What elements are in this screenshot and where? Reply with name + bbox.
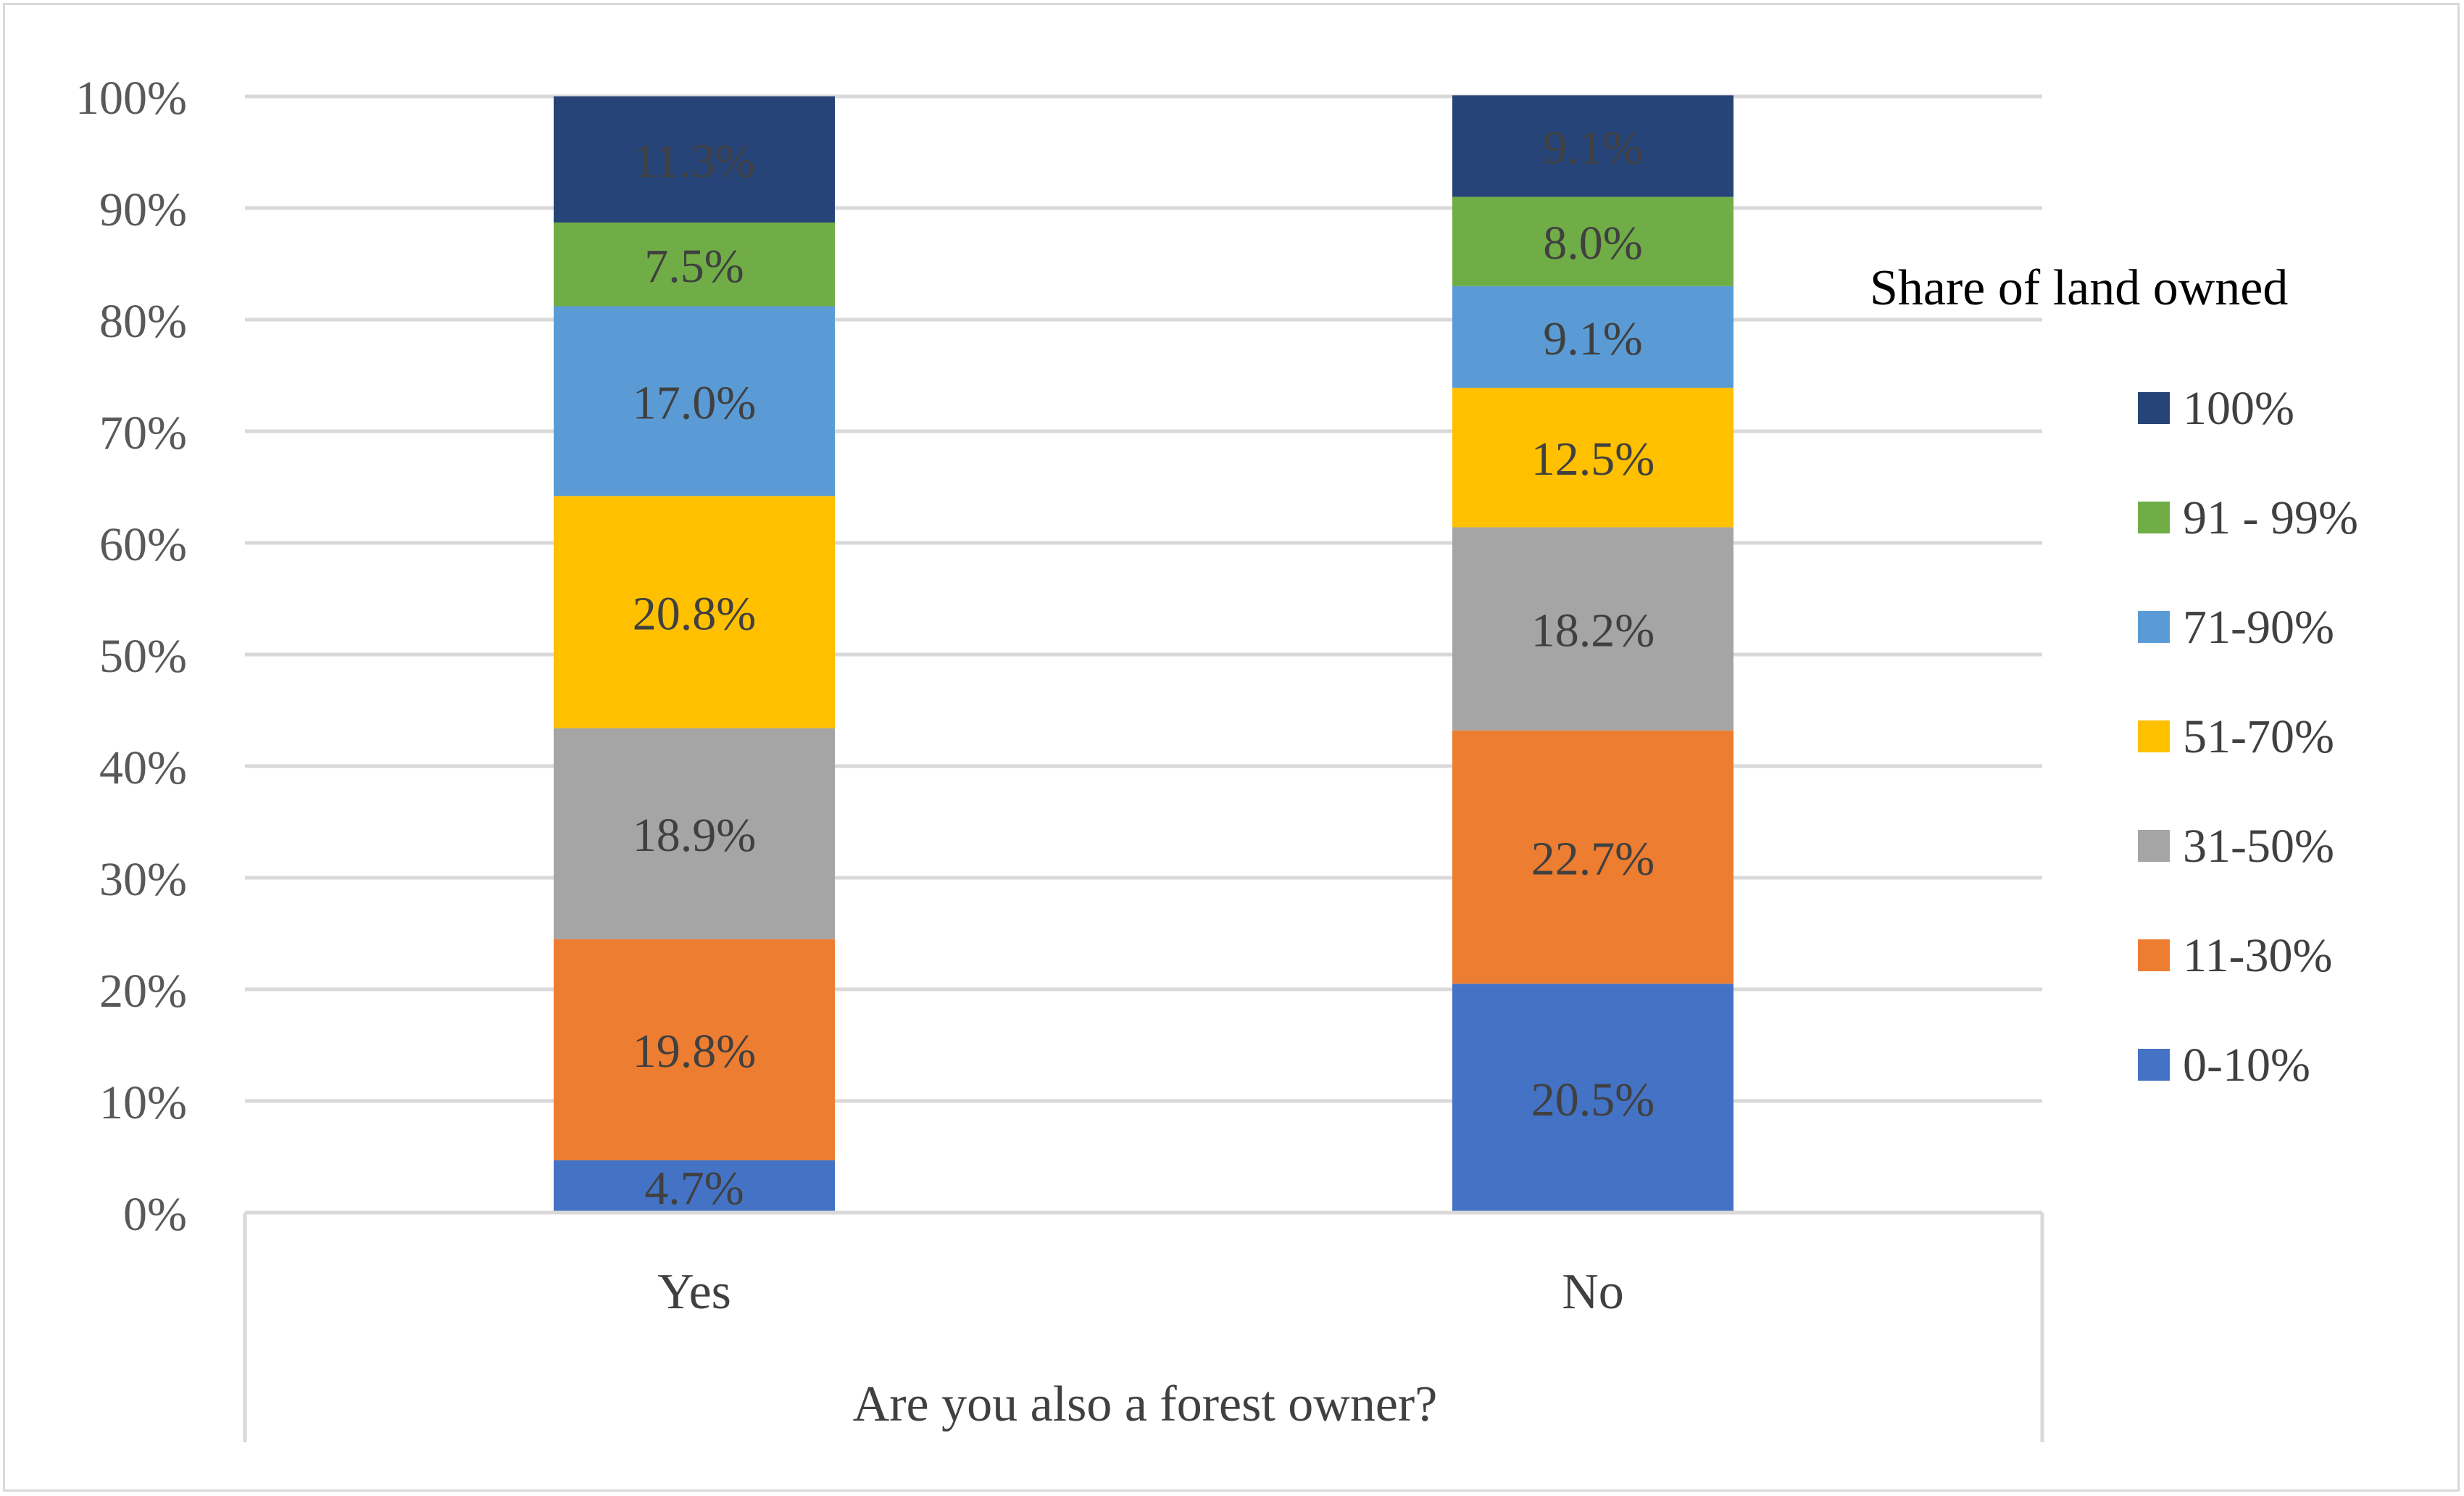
y-tick-label: 50% [99,630,187,683]
y-tick-label: 60% [99,518,187,571]
legend-label: 0-10% [2183,1039,2310,1092]
y-axis-ticks: 0% 10% 20% 30% 40% 50% 60% 70% 80% 90% 100% [75,72,187,1241]
data-label: 18.9% [633,809,756,862]
y-tick-label: 70% [99,407,187,460]
bar-segment [554,728,835,939]
legend-label: 51-70% [2183,710,2334,763]
legend-swatch [2138,1049,2170,1081]
legend: Share of land owned 100% 91 - 99% 71-90% 51… [1870,260,2358,1092]
data-label: 4.7% [644,1162,744,1215]
y-tick-label: 20% [99,965,187,1018]
bar-segment [554,939,835,1160]
legend-swatch [2138,392,2170,424]
bars: 4.7% 19.8% 18.9% 20.8% 17.0% 7.5% 11.3% 20.5% 22… [554,95,1733,1215]
data-label: 20.8% [633,587,756,640]
bar-segment [1452,387,1733,528]
y-tick-label: 90% [99,183,187,236]
legend-swatch [2138,720,2170,752]
data-label: 7.5% [644,240,744,293]
y-tick-label: 40% [99,741,187,794]
x-axis-title: Are you also a forest owner? [853,1376,1438,1432]
bar-segment [554,223,835,307]
data-label: 11.3% [633,135,755,188]
bar-segment [1452,984,1733,1213]
bar-segment [1452,527,1733,731]
chart-frame [3,3,2460,1492]
legend-label: 31-50% [2183,820,2334,873]
y-tick-label: 100% [75,72,187,125]
x-tick-label: Yes [657,1264,731,1320]
data-label: 9.1% [1543,312,1642,365]
y-tick-label: 10% [99,1076,187,1129]
data-label: 12.5% [1531,433,1655,486]
x-axis: Yes No [243,1210,2044,1442]
bar-segment [554,496,835,728]
bar-segment [1452,196,1733,286]
legend-label: 11-30% [2183,929,2333,982]
legend-title: Share of land owned [1870,260,2288,316]
data-label: 19.8% [633,1025,756,1078]
legend-swatch [2138,830,2170,862]
legend-swatch [2138,502,2170,533]
data-label: 17.0% [633,376,756,429]
legend-label: 91 - 99% [2183,491,2358,544]
data-label: 18.2% [1531,604,1655,657]
gridlines [245,94,2042,1103]
bar-segment [554,96,835,223]
y-tick-label: 80% [99,295,187,348]
data-label: 20.5% [1531,1073,1655,1126]
legend-label: 71-90% [2183,601,2334,654]
y-tick-label: 0% [123,1188,187,1241]
bar-segment [554,306,835,496]
legend-swatch [2138,611,2170,643]
bar-segment [1452,95,1733,197]
x-tick-label: No [1562,1264,1624,1320]
bar-segment [1452,730,1733,984]
legend-label: 100% [2183,382,2294,435]
y-tick-label: 30% [99,853,187,906]
legend-swatch [2138,939,2170,971]
data-label: 22.7% [1531,833,1655,886]
data-label: 9.1% [1543,122,1642,175]
bar-segment [1452,286,1733,388]
bar-segment [554,1160,835,1213]
data-label: 8.0% [1543,217,1642,270]
